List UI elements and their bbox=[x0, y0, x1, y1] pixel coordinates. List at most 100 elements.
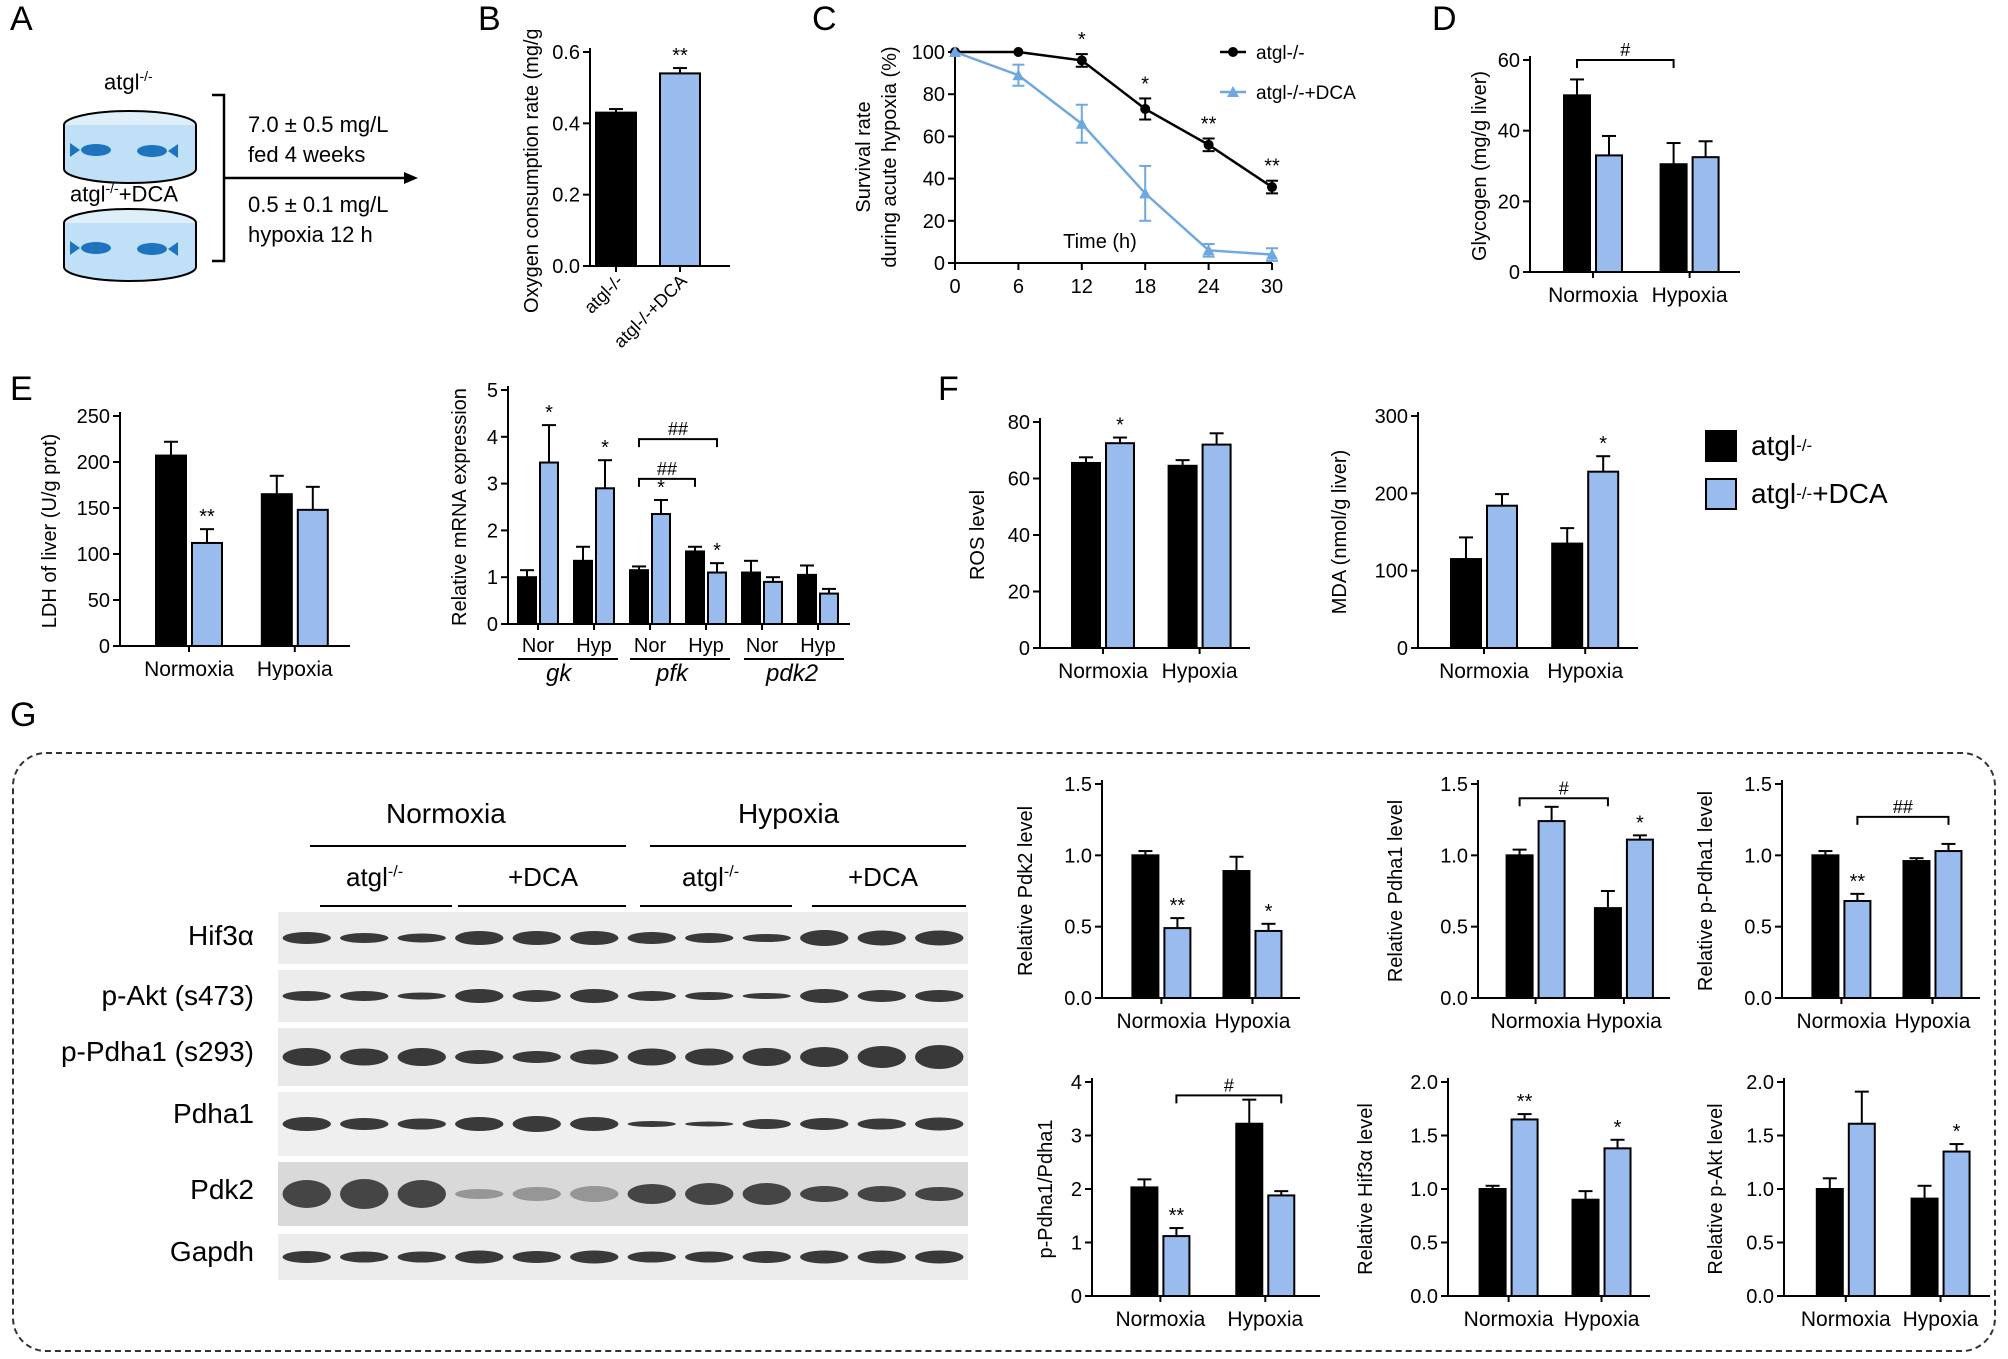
atgl-bar bbox=[685, 550, 705, 626]
blot-group-dca-2: +DCA bbox=[848, 862, 919, 892]
y-tick-label: 0.5 bbox=[1744, 917, 1772, 939]
y-tick-label: 60 bbox=[923, 126, 945, 148]
atgl-dca-bar bbox=[1254, 929, 1283, 1000]
atgl-dca-bar bbox=[763, 580, 783, 626]
significance-mark: * bbox=[1636, 812, 1644, 834]
panel-label-b: B bbox=[478, 0, 501, 38]
comparison-label: ## bbox=[1893, 797, 1913, 817]
gene-label-gk: gk bbox=[546, 660, 572, 687]
y-tick-label: 1 bbox=[1071, 1233, 1082, 1255]
y-tick-label: 0.0 bbox=[1440, 988, 1468, 1010]
blot-group-dca-1: +DCA bbox=[508, 862, 579, 892]
blot-label-pdk2: Pdk2 bbox=[190, 1174, 254, 1205]
y-tick-label: 0.5 bbox=[1746, 1233, 1774, 1255]
atgl-dca-bar bbox=[819, 592, 839, 626]
blot-label-pdha1: Pdha1 bbox=[173, 1098, 254, 1129]
y-tick-label: 3 bbox=[1071, 1126, 1082, 1148]
y-tick-label: 0.2 bbox=[552, 185, 580, 207]
y-axis-label: Glycogen (mg/g liver) bbox=[1469, 71, 1491, 261]
atgl-dca-bar bbox=[1201, 443, 1232, 649]
data-point bbox=[1267, 182, 1277, 193]
atgl-dca-bar bbox=[1942, 1150, 1971, 1297]
panel-label-c: C bbox=[812, 0, 837, 38]
chart-g-p-akt: 0.0 0.5 1.0 1.5 2.0 Relative p-Akt level Normo… bbox=[1705, 1072, 1990, 1331]
y-tick-label: 1 bbox=[487, 567, 498, 589]
blot-band bbox=[570, 1117, 619, 1131]
x-tick-label: Hyp bbox=[800, 635, 836, 657]
x-tick-label: Normoxia bbox=[1116, 1010, 1206, 1033]
y-tick-label: 1.0 bbox=[1744, 845, 1772, 867]
y-tick-label: 250 bbox=[77, 406, 110, 428]
atgl-bar bbox=[1551, 542, 1584, 650]
group-label-atgl: atgl-/- bbox=[104, 68, 153, 95]
blot-label-gapdh: Gapdh bbox=[169, 1236, 254, 1267]
blot-strip bbox=[278, 912, 968, 964]
y-tick-label: 2.0 bbox=[1410, 1072, 1438, 1094]
blot-band bbox=[512, 1051, 561, 1063]
y-tick-label: 0.0 bbox=[1744, 988, 1772, 1010]
x-tick-label: Hypoxia bbox=[1162, 660, 1238, 683]
panel-label-g: G bbox=[10, 696, 37, 734]
blot-label-p-pdha1: p-Pdha1 (s293) bbox=[60, 1036, 254, 1067]
blot-band bbox=[915, 930, 964, 946]
atgl-bar bbox=[517, 576, 537, 625]
y-tick-label: 0.0 bbox=[1746, 1286, 1774, 1308]
atgl-bar bbox=[629, 569, 649, 625]
atgl-bar bbox=[595, 111, 637, 267]
blot-band bbox=[282, 991, 331, 1001]
y-tick-label: 0 bbox=[1509, 262, 1520, 284]
atgl-dca-bar bbox=[1843, 899, 1872, 999]
atgl-dca-bar bbox=[1163, 927, 1192, 1000]
comparison-label: ## bbox=[668, 419, 688, 439]
blot-band bbox=[570, 1049, 619, 1065]
x-tick-label: Hypoxia bbox=[1895, 1010, 1971, 1033]
legend-label-atgl: atgl-/- bbox=[1256, 43, 1305, 64]
x-tick-label: Nor bbox=[746, 635, 779, 657]
condition-hypoxia: 0.5 ± 0.1 mg/L hypoxia 12 h bbox=[248, 192, 389, 247]
x-tick-label: Hypoxia bbox=[257, 658, 333, 680]
arrow-head bbox=[404, 172, 418, 184]
x-tick-label: Normoxia bbox=[1796, 1010, 1886, 1033]
blot-band bbox=[685, 1183, 734, 1205]
y-axis-label: ROS level bbox=[967, 490, 989, 580]
blot-band bbox=[282, 1251, 331, 1263]
significance-mark: * bbox=[1953, 1121, 1961, 1143]
y-tick-label: 0 bbox=[1071, 1286, 1082, 1308]
blot-band bbox=[742, 934, 791, 942]
blot-band bbox=[685, 1251, 734, 1263]
blot-underline-normoxia bbox=[310, 845, 626, 847]
condition-fed: 7.0 ± 0.5 mg/L fed 4 weeks bbox=[248, 112, 389, 167]
western-blot-image bbox=[278, 912, 968, 1280]
atgl-bar bbox=[797, 573, 817, 625]
blot-strip bbox=[278, 1028, 968, 1086]
chart-c-survival-rate: 0 20 40 60 80 100 0 6 12 18 24 30 Time (h) Survival r… bbox=[853, 29, 1356, 298]
legend-marker-atgl bbox=[1228, 47, 1238, 57]
blot-band bbox=[627, 991, 676, 1001]
blot-band bbox=[800, 989, 849, 1003]
chart-d-glycogen: 0 20 40 60 Glycogen (mg/g liver) Normoxia Hypo… bbox=[1469, 40, 1740, 307]
x-tick-label: atgl-/- bbox=[580, 271, 627, 318]
gene-underline-gk bbox=[518, 658, 618, 660]
series-line-0 bbox=[955, 50, 1273, 189]
y-tick-label: 1.0 bbox=[1746, 1179, 1774, 1201]
gene-label-pfk: pfk bbox=[656, 660, 689, 687]
atgl-bar bbox=[1478, 1188, 1507, 1297]
comparison-bracket bbox=[1175, 1094, 1283, 1104]
y-tick-label: 20 bbox=[1498, 191, 1520, 213]
y-tick-label: 100 bbox=[77, 544, 110, 566]
y-tick-label: 4 bbox=[487, 427, 498, 449]
x-axis-label: Time (h) bbox=[1063, 231, 1137, 253]
dish-atgl bbox=[63, 110, 197, 184]
x-tick-label: Hypoxia bbox=[1652, 284, 1728, 307]
atgl-bar bbox=[1450, 558, 1482, 649]
y-axis-label: p-Pdha1/Pdha1 bbox=[1035, 1119, 1057, 1258]
y-tick-label: 1.5 bbox=[1064, 774, 1092, 796]
x-tick-label: Normoxia bbox=[1115, 1308, 1205, 1331]
blot-band bbox=[857, 1046, 906, 1068]
y-tick-label: 0 bbox=[1019, 638, 1030, 660]
chart-f-ros: 0 20 40 60 80 ROS level * Normoxia Hypoxia bbox=[967, 412, 1250, 683]
atgl-dca-bar bbox=[1691, 156, 1720, 273]
fish-icon bbox=[70, 143, 111, 157]
legend-item-atgl: atgl -/- bbox=[1705, 430, 1888, 462]
